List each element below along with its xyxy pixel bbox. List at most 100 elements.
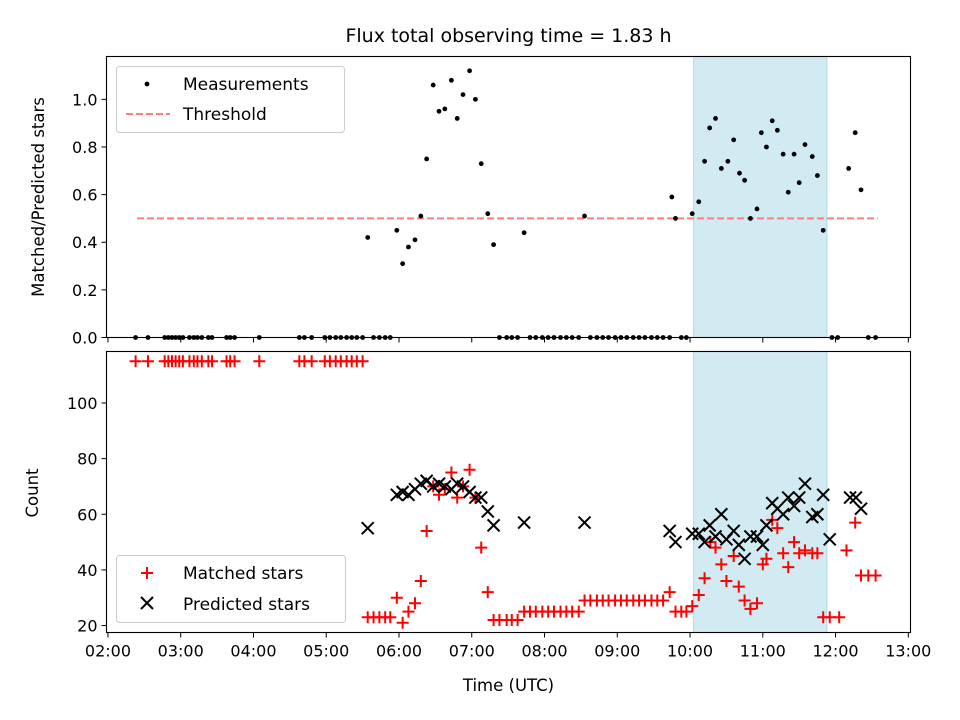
x-tick-label: 10:00: [667, 642, 713, 661]
matched-star-point: [511, 613, 524, 626]
measurement-point: [521, 230, 527, 236]
predicted-star-point: [810, 507, 825, 521]
top-legend-box: [116, 66, 345, 133]
predicted-star-point: [662, 524, 677, 538]
x-tick-label: 02:00: [85, 642, 131, 661]
predicted-star-point: [732, 538, 746, 552]
measurement-point: [780, 151, 786, 157]
measurement-point: [852, 130, 858, 136]
matched-star-point: [727, 549, 740, 562]
x-tick-label: 03:00: [158, 642, 204, 661]
measurement-point: [696, 199, 702, 205]
predicted-star-point: [726, 524, 741, 538]
matched-star-point: [811, 547, 824, 560]
bottom-legend: Matched stars Predicted stars: [116, 555, 346, 623]
x-tick-label: 09:00: [594, 642, 640, 661]
predicted-star-point: [468, 490, 483, 505]
matched-star-point: [253, 355, 266, 368]
matched-star-point: [414, 575, 427, 588]
matched-star-point: [771, 522, 784, 535]
measurement-point: [673, 216, 678, 221]
measurement-point: [442, 106, 448, 112]
matched-star-point: [840, 544, 853, 557]
predicted-star-point: [486, 518, 501, 533]
predicted-star-point: [849, 490, 863, 505]
predicted-star-point: [756, 538, 770, 552]
measurement-point: [448, 77, 454, 83]
legend-measurements-label: Measurements: [183, 75, 309, 95]
measurement-point: [702, 158, 707, 164]
measurement-point: [764, 144, 769, 150]
y-tick-label: 0.4: [72, 233, 97, 252]
matched-star-point: [475, 541, 488, 554]
top-axes-frame: [105, 55, 912, 339]
matched-star-point: [409, 597, 422, 610]
matched-star-point: [463, 463, 476, 476]
measurement-point: [394, 227, 400, 233]
bottom-legend-box: [116, 555, 346, 623]
matched-star-point: [744, 602, 757, 615]
measurement-point: [472, 96, 478, 102]
measurement-point: [582, 213, 587, 219]
matched-star-point: [356, 355, 369, 368]
measurement-point: [478, 161, 484, 167]
highlight-region: [693, 351, 828, 633]
predicted-star-point: [697, 535, 712, 549]
measurement-point: [418, 213, 424, 219]
matched-star-point: [798, 544, 811, 557]
y-tick-label: 0.2: [72, 281, 97, 300]
measurement-point: [769, 118, 775, 124]
y-tick-label: 80: [77, 450, 97, 469]
matched-star-point: [849, 516, 862, 529]
predicted-star-point: [517, 515, 531, 530]
legend-predicted-label: Predicted stars: [183, 595, 310, 615]
predicted-star-point: [361, 521, 375, 535]
measurement-point: [748, 216, 753, 221]
legend-measurements-marker: [144, 81, 150, 87]
matched-star-point: [433, 488, 446, 501]
measurement-point: [791, 151, 797, 157]
measurement-point: [731, 137, 737, 143]
bottom-axes-frame: [105, 350, 912, 634]
measurement-point: [858, 187, 864, 193]
predicted-star-point: [577, 515, 592, 530]
predicted-star-point: [776, 507, 790, 521]
legend-matched-label: Matched stars: [183, 564, 303, 584]
matched-star-point: [420, 524, 433, 537]
predicted-star-point: [692, 527, 706, 541]
matched-star-point: [788, 536, 801, 549]
top-legend: Measurements Threshold: [116, 66, 345, 133]
matched-star-point: [129, 355, 142, 368]
predicted-star-point: [737, 552, 752, 566]
measurement-point: [669, 194, 675, 200]
predicted-star-point: [843, 490, 857, 505]
matched-star-point: [206, 355, 219, 368]
measurement-point: [785, 189, 791, 195]
measurement-point: [754, 206, 760, 212]
matched-star-point: [732, 580, 745, 593]
measurement-point: [820, 227, 826, 233]
matched-star-point: [777, 547, 790, 560]
y-tick-label: 0.8: [72, 138, 97, 157]
predicted-star-point: [685, 527, 699, 541]
measurement-point: [718, 166, 724, 171]
y-tick-label: 0.0: [72, 329, 97, 348]
matched-star-point: [738, 594, 751, 607]
matched-star-point: [720, 575, 733, 588]
measurement-point: [814, 173, 820, 178]
predicted-star-point: [854, 501, 868, 516]
measurement-point: [725, 158, 731, 164]
measurement-point: [430, 82, 436, 88]
predicted-star-point: [816, 488, 830, 502]
matched-star-point: [402, 605, 415, 618]
matched-star-point: [793, 547, 806, 560]
predicted-star-point: [823, 532, 837, 547]
x-tick-label: 06:00: [376, 642, 422, 661]
matched-star-point: [141, 355, 154, 368]
predicted-star-point: [743, 529, 758, 544]
y-tick-label: 40: [77, 561, 97, 580]
highlight-region: [693, 56, 828, 338]
matched-star-point: [709, 541, 722, 554]
bottom-y-axis-label: Count: [23, 468, 42, 518]
matched-star-point: [680, 605, 693, 618]
